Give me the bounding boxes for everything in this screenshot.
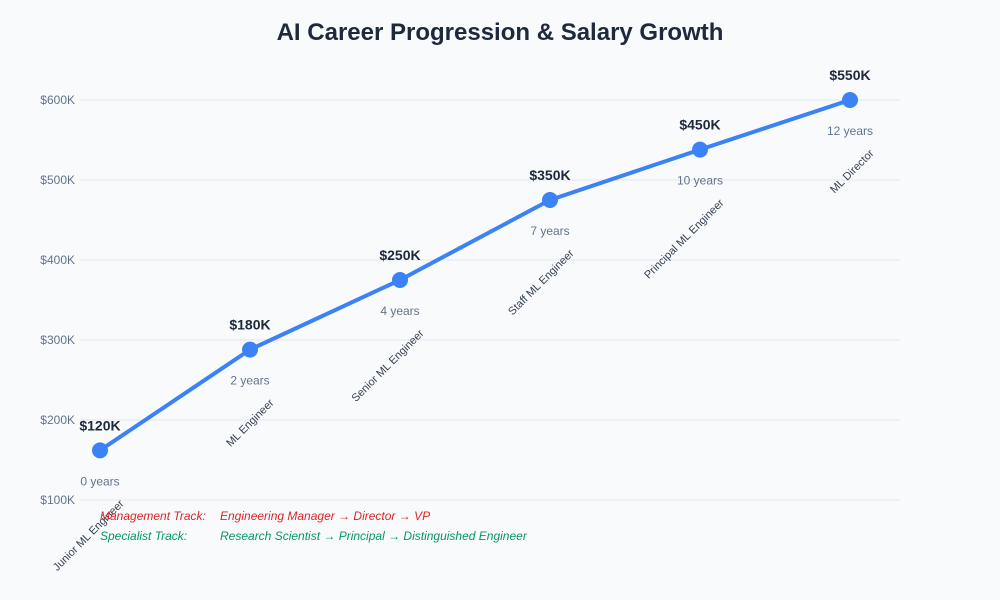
grid-layer	[80, 99, 900, 501]
track-label: Management Track:	[100, 509, 206, 523]
y-tick-label: $300K	[40, 333, 75, 347]
role-label: Staff ML Engineer	[506, 247, 577, 318]
series-layer	[98, 98, 852, 453]
salary-label: $550K	[829, 67, 870, 83]
years-label: 2 years	[230, 374, 269, 388]
years-label: 4 years	[380, 304, 419, 318]
y-tick-label: $500K	[40, 173, 75, 187]
salary-line	[98, 98, 852, 453]
chart-title: AI Career Progression & Salary Growth	[277, 19, 724, 46]
years-label: 0 years	[80, 474, 119, 488]
years-label: 7 years	[530, 224, 569, 238]
track-label: Specialist Track:	[100, 529, 187, 543]
salary-label: $350K	[529, 167, 570, 183]
role-label: Senior ML Engineer	[350, 327, 427, 404]
data-point	[842, 92, 858, 108]
data-point	[242, 341, 258, 358]
track-path: Engineering Manager → Director → VP	[220, 509, 430, 523]
y-tick-label: $400K	[40, 253, 75, 267]
salary-label: $180K	[229, 317, 270, 333]
data-point	[542, 192, 558, 208]
years-label: 12 years	[827, 124, 873, 138]
career-tracks: Management Track: Engineering Manager → D…	[100, 509, 528, 543]
salary-label: $250K	[379, 247, 420, 263]
salary-label: $120K	[79, 417, 120, 433]
years-label: 10 years	[677, 174, 723, 188]
data-point	[92, 442, 108, 459]
y-tick-label: $600K	[40, 93, 75, 107]
y-tick-label: $200K	[40, 413, 75, 427]
role-label: ML Engineer	[224, 397, 277, 450]
salary-label: $450K	[679, 117, 720, 133]
data-point	[392, 272, 408, 288]
y-axis-ticks: $100K $200K $300K $400K $500K $600K	[40, 93, 75, 507]
track-path: Research Scientist → Principal → Disting…	[220, 529, 528, 543]
data-point	[692, 141, 708, 158]
points-layer	[92, 92, 858, 459]
y-tick-label: $100K	[40, 493, 75, 507]
role-label: Principal ML Engineer	[642, 197, 727, 282]
role-label: ML Director	[828, 147, 877, 196]
